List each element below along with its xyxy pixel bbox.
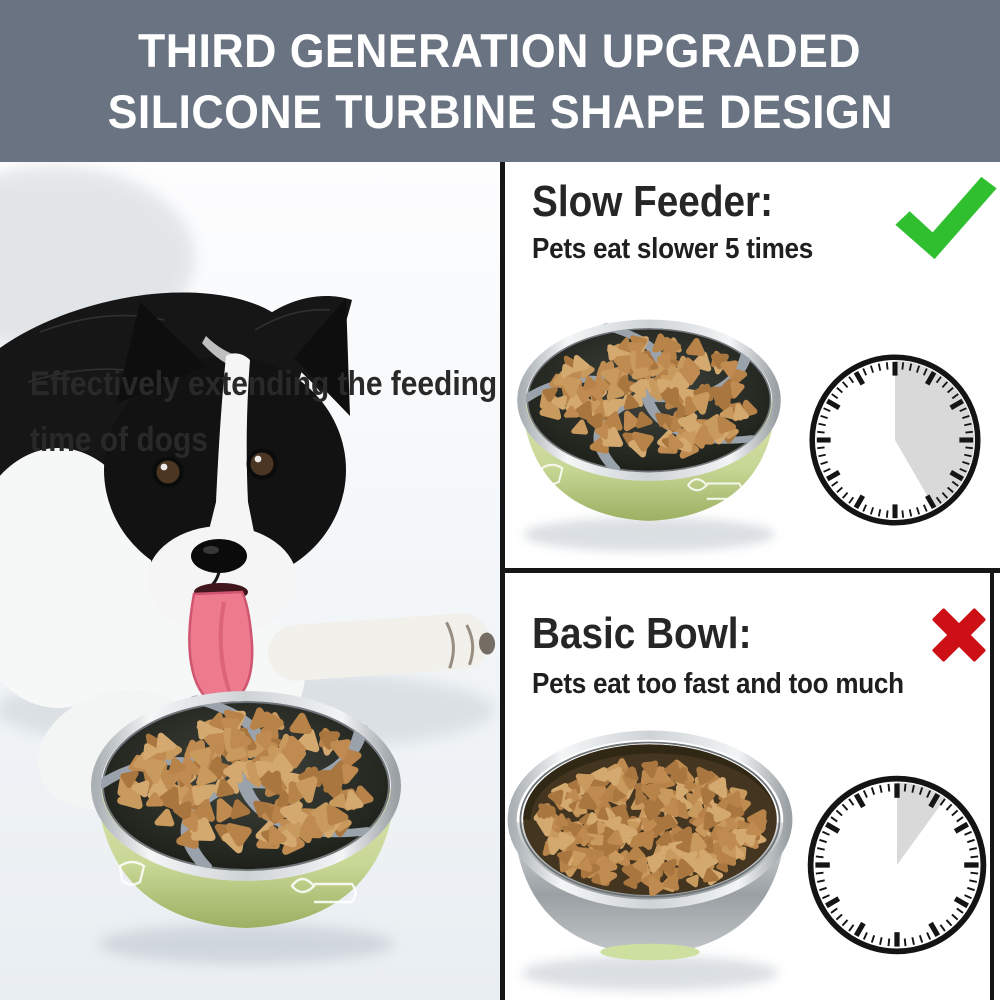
basic-bowl-subtitle: Pets eat too fast and too much: [532, 668, 904, 700]
header-line-2: SILICONE TURBINE SHAPE DESIGN: [107, 85, 893, 138]
dog-nose: [191, 539, 247, 573]
dog-right-ear: [294, 298, 350, 416]
dog-left-ear: [116, 302, 206, 404]
check-icon: [895, 176, 997, 260]
horizontal-divider: [500, 568, 1000, 573]
left-panel: Effectively extending the feeding time o…: [0, 162, 500, 1000]
header-banner: THIRD GENERATION UPGRADED SILICONE TURBI…: [0, 0, 1000, 162]
dog-muzzle: [147, 526, 297, 634]
header-line-1: THIRD GENERATION UPGRADED: [138, 24, 862, 77]
vertical-divider: [500, 162, 505, 1000]
bowl-print-doodles: [540, 463, 744, 500]
slow-feeder-subtitle: Pets eat slower 5 times: [532, 233, 814, 265]
basic-bowl: [507, 730, 793, 991]
left-caption: Effectively extending the feeding time o…: [30, 356, 498, 468]
bowl-print-doodles: [118, 860, 357, 904]
caption-line-1: Effectively extending the feeding: [30, 365, 498, 403]
caption-line-2: time of dogs: [30, 421, 208, 459]
right-border: [990, 568, 994, 1000]
left-slow-feeder-bowl: [91, 691, 401, 964]
basic-bowl-title: Basic Bowl:: [532, 609, 752, 658]
dog-eyes: [152, 448, 278, 488]
slow-feeder-bowl: [517, 319, 781, 552]
slow-feeder-clock: [809, 354, 981, 526]
cross-icon: [932, 608, 986, 662]
basic-bowl-clock: [807, 775, 987, 955]
dog-photo: [0, 166, 496, 811]
slow-feeder-title: Slow Feeder:: [532, 177, 773, 226]
dog-blaze: [204, 353, 258, 552]
dog-right-leg: [268, 613, 496, 681]
